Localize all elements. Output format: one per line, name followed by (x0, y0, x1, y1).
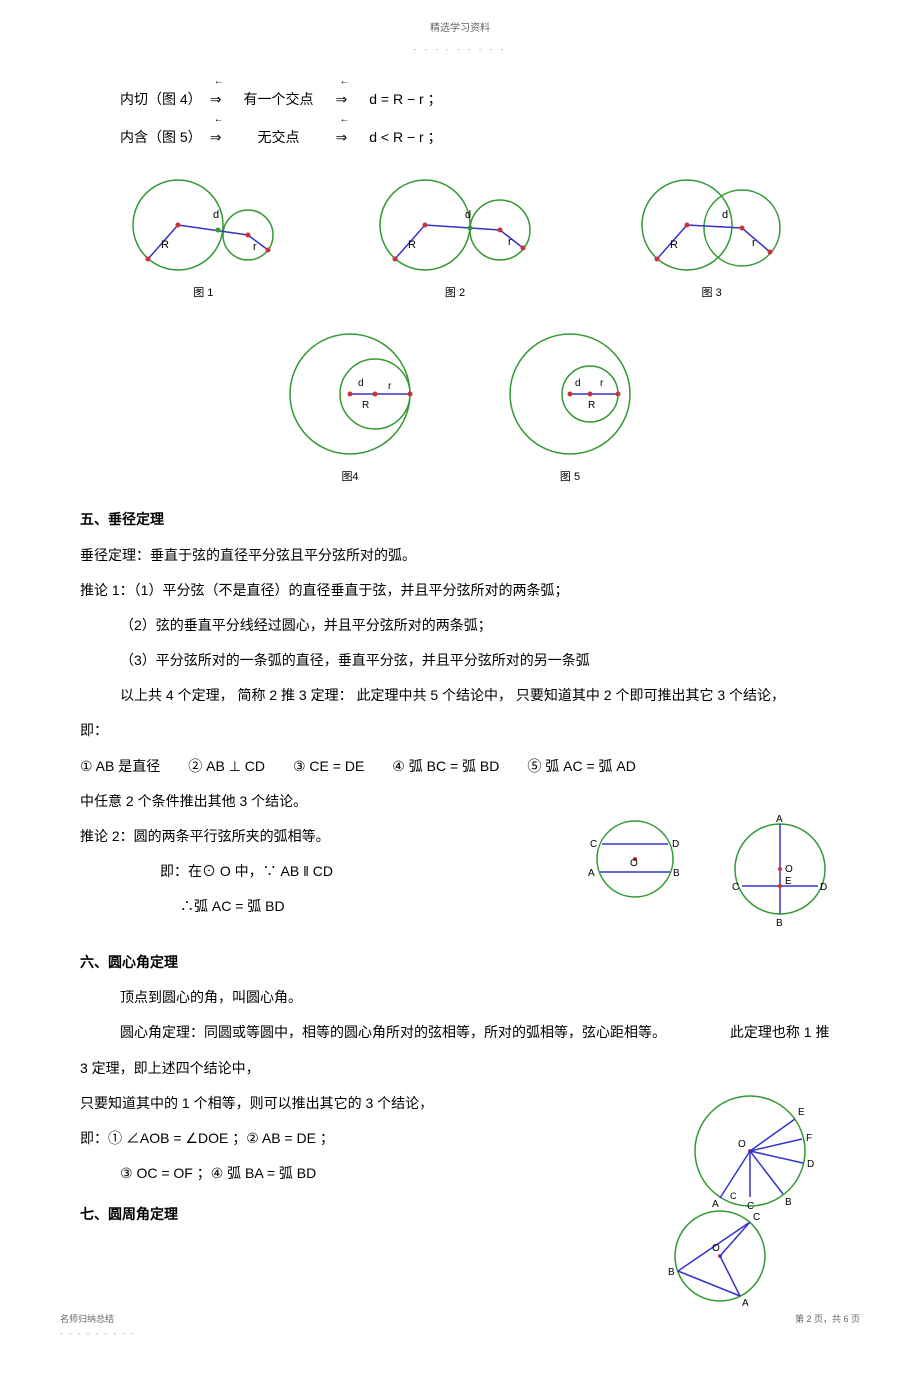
sec5-p8: 中任意 2 个条件推出其他 3 个结论。 (80, 789, 840, 814)
svg-text:B: B (785, 1197, 792, 1208)
svg-text:R: R (588, 400, 595, 411)
svg-text:R: R (161, 239, 169, 251)
diagram-central-inscribed-angle: E F D O A C B C B O C A (620, 1081, 840, 1311)
svg-text:d: d (465, 209, 471, 221)
sec6-p2: 圆心角定理：同圆或等圆中，相等的圆心角所对的弦相等，所对的弧相等，弦心距相等。 … (120, 1020, 840, 1045)
svg-text:r: r (508, 236, 512, 248)
svg-text:D: D (820, 882, 827, 893)
svg-text:d: d (722, 209, 728, 221)
svg-text:R: R (670, 239, 678, 251)
footer-left: 名师归纳总结 (60, 1311, 136, 1327)
svg-text:B: B (673, 868, 680, 879)
svg-text:r: r (600, 378, 604, 389)
svg-text:R: R (362, 400, 369, 411)
svg-text:C: C (747, 1201, 754, 1212)
diagram-parallel-chords: C D A B O (580, 814, 690, 904)
svg-text:B: B (776, 918, 783, 929)
svg-text:O: O (785, 864, 793, 875)
diagram-perpendicular-chord: A O E C D B (720, 814, 840, 934)
svg-text:B: B (668, 1267, 675, 1278)
svg-text:C: C (590, 839, 597, 850)
header-text: 精选学习资料 (60, 20, 860, 38)
svg-text:C: C (732, 882, 739, 893)
fig4-label: 图4 (270, 468, 430, 488)
svg-text:A: A (712, 1199, 719, 1210)
svg-text:A: A (588, 868, 595, 879)
svg-text:O: O (712, 1243, 720, 1254)
sec6-p3: 3 定理，即上述四个结论中， (80, 1056, 840, 1081)
fig1-label: 图 1 (118, 284, 288, 304)
svg-text:D: D (807, 1159, 814, 1170)
fig5-label: 图 5 (490, 468, 650, 488)
svg-text:F: F (806, 1133, 812, 1144)
diagram-row-2: d r R 图4 d r R 图 5 (80, 324, 840, 488)
equation-2: 内含（图 5） ←⇒ 无交点 ←⇒ d < R − r ； (80, 125, 840, 150)
sec5-p5: 以上共 4 个定理， 简称 2 推 3 定理： 此定理中共 5 个结论中， 只要… (120, 683, 840, 708)
svg-text:A: A (776, 814, 783, 825)
diagram-fig5: d r R (490, 324, 650, 464)
fig3-label: 图 3 (622, 284, 802, 304)
svg-text:C: C (730, 1191, 737, 1201)
svg-text:r: r (253, 241, 257, 253)
sec5-title: 五、垂径定理 (80, 507, 840, 532)
svg-text:d: d (213, 209, 219, 221)
sec5-p3: （2）弦的垂直平分线经过圆心，并且平分弦所对的两条弧； (120, 613, 840, 638)
diagram-fig1: d R r (118, 170, 288, 280)
svg-text:D: D (672, 839, 679, 850)
svg-text:r: r (752, 237, 756, 249)
header-dots: - - - - - - - - - (60, 43, 860, 57)
svg-text:A: A (742, 1298, 749, 1309)
svg-text:d: d (575, 378, 581, 389)
sec5-p7: ① AB 是直径 ② AB ⊥ CD ③ CE = DE ④ 弧 BC = 弧 … (80, 754, 840, 779)
diagram-fig2: d R r (365, 170, 545, 280)
diagram-row-1: d R r 图 1 d R r 图 2 (80, 170, 840, 304)
diagram-fig4: d r R (270, 324, 430, 464)
svg-text:E: E (798, 1107, 805, 1118)
svg-text:C: C (753, 1212, 760, 1223)
sec6-title: 六、圆心角定理 (80, 950, 840, 975)
svg-text:O: O (630, 858, 638, 869)
sec6-p1: 顶点到圆心的角，叫圆心角。 (120, 985, 840, 1010)
sec5-p1: 垂径定理：垂直于弦的直径平分弦且平分弦所对的弧。 (80, 543, 840, 568)
svg-text:E: E (785, 876, 792, 887)
sec5-p4: （3）平分弦所对的一条弧的直径，垂直平分弦，并且平分弦所对的另一条弧 (120, 648, 840, 673)
sec5-p2: 推论 1：（1）平分弦（不是直径）的直径垂直于弦，并且平分弦所对的两条弧； (80, 578, 840, 603)
fig2-label: 图 2 (365, 284, 545, 304)
equation-1: 内切（图 4） ←⇒ 有一个交点 ←⇒ d = R − r ； (80, 87, 840, 112)
page-footer: 名师归纳总结 - - - - - - - - - 第 2 页，共 6 页 (60, 1311, 860, 1342)
svg-text:d: d (358, 378, 364, 389)
sec5-p6: 即： (80, 718, 840, 743)
diagram-fig3: d R r (622, 170, 802, 280)
footer-right: 第 2 页，共 6 页 (795, 1311, 860, 1342)
svg-text:O: O (738, 1139, 746, 1150)
svg-text:r: r (388, 381, 392, 392)
svg-text:R: R (408, 239, 416, 251)
